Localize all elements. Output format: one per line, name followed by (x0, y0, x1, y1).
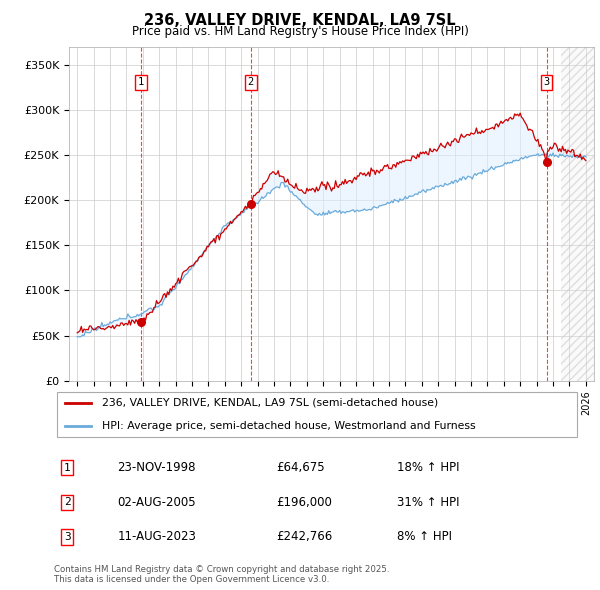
Text: 8% ↑ HPI: 8% ↑ HPI (397, 530, 452, 543)
FancyBboxPatch shape (56, 392, 577, 437)
Text: 3: 3 (544, 77, 550, 87)
Text: £242,766: £242,766 (276, 530, 332, 543)
Text: Contains HM Land Registry data © Crown copyright and database right 2025.
This d: Contains HM Land Registry data © Crown c… (54, 565, 389, 584)
Text: £196,000: £196,000 (276, 496, 332, 509)
Text: 236, VALLEY DRIVE, KENDAL, LA9 7SL (semi-detached house): 236, VALLEY DRIVE, KENDAL, LA9 7SL (semi… (101, 398, 438, 408)
Text: 1: 1 (64, 463, 71, 473)
Text: 23-NOV-1998: 23-NOV-1998 (118, 461, 196, 474)
Text: 3: 3 (64, 532, 71, 542)
Text: 18% ↑ HPI: 18% ↑ HPI (397, 461, 460, 474)
Text: 31% ↑ HPI: 31% ↑ HPI (397, 496, 460, 509)
Text: 2: 2 (248, 77, 254, 87)
Text: 02-AUG-2005: 02-AUG-2005 (118, 496, 196, 509)
Text: 2: 2 (64, 497, 71, 507)
Text: 11-AUG-2023: 11-AUG-2023 (118, 530, 196, 543)
Text: HPI: Average price, semi-detached house, Westmorland and Furness: HPI: Average price, semi-detached house,… (101, 421, 475, 431)
Text: 236, VALLEY DRIVE, KENDAL, LA9 7SL: 236, VALLEY DRIVE, KENDAL, LA9 7SL (144, 13, 456, 28)
Text: 1: 1 (138, 77, 145, 87)
Text: £64,675: £64,675 (276, 461, 325, 474)
Text: Price paid vs. HM Land Registry's House Price Index (HPI): Price paid vs. HM Land Registry's House … (131, 25, 469, 38)
